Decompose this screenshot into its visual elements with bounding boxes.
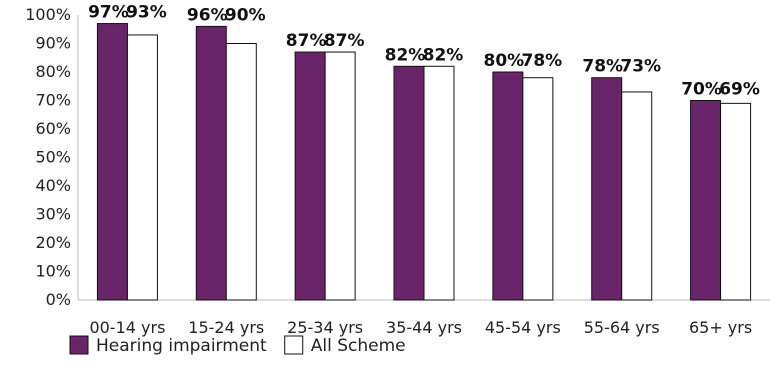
y-tick-labels: 0% 10% 20% 30% 40% 50% 60% 70% 80% 90% 100% [25, 5, 71, 309]
legend-label-hearing-impairment: Hearing impairment [96, 336, 267, 356]
bar-hearing-impairment [690, 100, 722, 301]
data-label-all-scheme: 87% [324, 31, 365, 51]
bars [96, 23, 752, 301]
data-label-hearing-impairment: 78% [582, 57, 623, 77]
x-tick-labels: 00-14 yrs 15-24 yrs 25-34 yrs 35-44 yrs 45-5… [89, 318, 752, 337]
data-labels: 97%93% 96%90%87%87%82%82% 80%78% 78%73%70%6… [88, 3, 760, 100]
data-label-hearing-impairment: 70% [681, 80, 722, 100]
data-label-hearing-impairment: 87% [286, 31, 327, 51]
bar-hearing-impairment [393, 65, 425, 301]
y-tick-label: 40% [35, 176, 71, 195]
bar-all-scheme [225, 43, 257, 301]
bar-hearing-impairment [492, 71, 524, 301]
bar-all-scheme [324, 51, 356, 301]
x-tick-label: 65+ yrs [689, 318, 752, 337]
y-tick-label: 90% [35, 34, 71, 53]
bar-all-scheme [522, 77, 554, 301]
y-tick-label: 10% [35, 262, 71, 281]
y-tick-label: 100% [25, 5, 71, 24]
y-tick-label: 0% [46, 290, 71, 309]
legend-label-all-scheme: All Scheme [311, 336, 406, 356]
data-label-all-scheme: 69% [719, 80, 760, 100]
y-tick-label: 80% [35, 62, 71, 81]
legend-swatch-all-scheme [284, 335, 304, 355]
y-tick-label: 60% [35, 119, 71, 138]
x-tick-label: 15-24 yrs [188, 318, 264, 337]
bar-all-scheme [720, 102, 752, 301]
x-tick-label: 55-64 yrs [584, 318, 660, 337]
bar-all-scheme [126, 34, 158, 301]
bar-hearing-impairment [195, 25, 227, 301]
y-tick-label: 20% [35, 233, 71, 252]
bar-hearing-impairment [96, 23, 128, 301]
x-tick-label: 35-44 yrs [386, 318, 462, 337]
bar-all-scheme [621, 91, 653, 301]
y-tick-label: 70% [35, 91, 71, 110]
x-tick-label: 25-34 yrs [287, 318, 363, 337]
data-label-all-scheme: 73% [620, 57, 661, 77]
data-label-hearing-impairment: 96% [187, 5, 228, 25]
y-tick-label: 50% [35, 148, 71, 167]
data-label-all-scheme: 82% [423, 45, 464, 65]
bar-hearing-impairment [294, 51, 326, 301]
bar-all-scheme [423, 65, 455, 301]
x-tick-label: 00-14 yrs [89, 318, 165, 337]
data-label-hearing-impairment: 82% [385, 45, 426, 65]
data-label-hearing-impairment: 97% [88, 3, 129, 23]
data-label-all-scheme: 93% [126, 3, 167, 23]
bar-hearing-impairment [591, 77, 623, 301]
legend-swatch-hearing-impairment [69, 335, 89, 355]
legend: Hearing impairment All Scheme [69, 335, 406, 356]
data-label-all-scheme: 78% [522, 51, 563, 71]
x-tick-label: 45-54 yrs [485, 318, 561, 337]
y-tick-label: 30% [35, 205, 71, 224]
data-label-hearing-impairment: 80% [484, 51, 525, 71]
data-label-all-scheme: 90% [225, 5, 266, 25]
